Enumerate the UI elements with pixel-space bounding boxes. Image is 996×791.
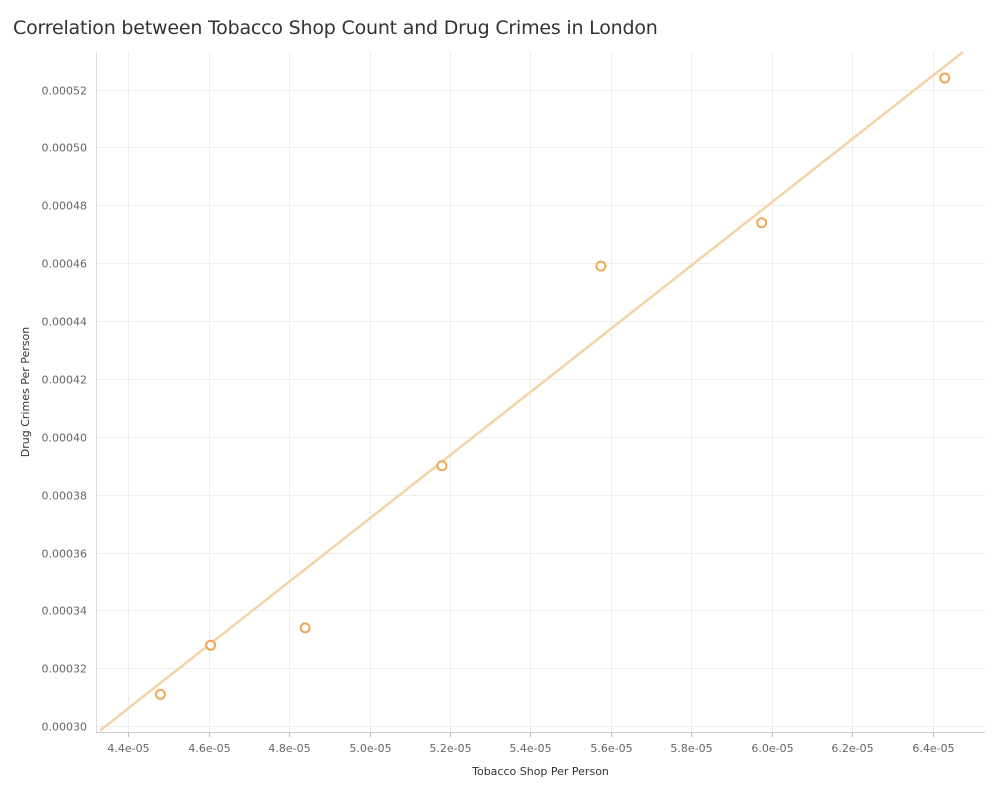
y-tick-label: 0.00042 (42, 374, 88, 387)
data-point[interactable] (154, 688, 166, 700)
tick-labels: 4.4e-05 4.6e-05 4.8e-05 5.0e-05 5.2e-05 5.4e-… (42, 85, 955, 756)
y-tick-label: 0.00030 (42, 721, 88, 734)
x-tick-label: 6.4e-05 (912, 742, 954, 755)
y-tick-label: 0.00036 (42, 548, 88, 561)
x-tick-label: 5.2e-05 (429, 742, 471, 755)
x-tick-label: 5.0e-05 (349, 742, 391, 755)
y-tick-label: 0.00038 (42, 490, 88, 503)
x-tick-label: 4.8e-05 (268, 742, 310, 755)
y-axis-title: Drug Crimes Per Person (19, 327, 32, 457)
data-points (154, 72, 951, 700)
y-tick-label: 0.00044 (42, 316, 88, 329)
axes (96, 52, 985, 737)
trend-line (99, 51, 964, 732)
y-tick-label: 0.00048 (42, 200, 88, 213)
data-point[interactable] (436, 460, 448, 472)
y-tick-label: 0.00050 (42, 142, 88, 155)
y-tick-label: 0.00034 (42, 605, 88, 618)
x-tick-label: 5.6e-05 (590, 742, 632, 755)
x-tick-label: 6.0e-05 (751, 742, 793, 755)
data-point[interactable] (595, 260, 607, 272)
x-axis-title: Tobacco Shop Per Person (471, 765, 609, 778)
x-tick-label: 5.8e-05 (670, 742, 712, 755)
x-tick-label: 5.4e-05 (509, 742, 551, 755)
x-tick-label: 4.6e-05 (188, 742, 230, 755)
data-point[interactable] (299, 622, 311, 634)
data-point[interactable] (756, 217, 768, 229)
y-tick-label: 0.00052 (42, 85, 88, 98)
x-tick-label: 6.2e-05 (831, 742, 873, 755)
grid-lines (96, 52, 985, 732)
y-tick-label: 0.00046 (42, 258, 88, 271)
y-tick-label: 0.00040 (42, 432, 88, 445)
y-tick-label: 0.00032 (42, 663, 88, 676)
x-tick-label: 4.4e-05 (107, 742, 149, 755)
data-point[interactable] (205, 639, 217, 651)
chart-title: Correlation between Tobacco Shop Count a… (13, 17, 658, 39)
data-point[interactable] (939, 72, 951, 84)
